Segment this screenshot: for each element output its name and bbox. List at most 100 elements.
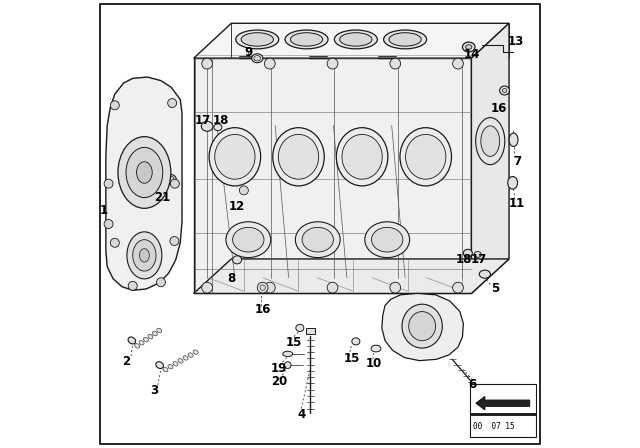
- Ellipse shape: [164, 174, 176, 184]
- Text: 20: 20: [271, 375, 287, 388]
- Ellipse shape: [400, 128, 451, 186]
- Ellipse shape: [233, 228, 264, 252]
- Text: 15: 15: [344, 352, 360, 365]
- Ellipse shape: [188, 353, 193, 357]
- Circle shape: [260, 285, 266, 290]
- Text: 3: 3: [150, 384, 158, 397]
- Text: 00  07 15: 00 07 15: [473, 422, 515, 431]
- Ellipse shape: [352, 338, 360, 345]
- Ellipse shape: [183, 356, 188, 360]
- Ellipse shape: [136, 162, 152, 183]
- Ellipse shape: [201, 121, 213, 131]
- Text: 2: 2: [122, 355, 131, 369]
- Text: 19: 19: [271, 362, 287, 375]
- Text: 17: 17: [471, 253, 487, 267]
- Ellipse shape: [500, 86, 509, 95]
- Ellipse shape: [152, 331, 157, 336]
- Text: 9: 9: [244, 46, 252, 60]
- Ellipse shape: [128, 337, 136, 344]
- Text: 16: 16: [255, 302, 271, 316]
- Ellipse shape: [474, 252, 481, 257]
- Ellipse shape: [337, 128, 388, 186]
- Ellipse shape: [466, 45, 472, 49]
- Circle shape: [327, 282, 338, 293]
- Circle shape: [452, 58, 463, 69]
- Text: 1: 1: [100, 204, 108, 217]
- Ellipse shape: [296, 222, 340, 258]
- Text: 10: 10: [365, 357, 382, 370]
- Polygon shape: [306, 328, 315, 334]
- Ellipse shape: [148, 334, 153, 339]
- Text: 18: 18: [456, 253, 472, 267]
- Ellipse shape: [481, 126, 500, 156]
- Ellipse shape: [371, 345, 381, 352]
- Ellipse shape: [296, 324, 304, 332]
- Text: 17: 17: [195, 114, 211, 128]
- Circle shape: [390, 58, 401, 69]
- Text: 16: 16: [491, 102, 508, 115]
- Ellipse shape: [168, 365, 173, 369]
- Ellipse shape: [334, 30, 378, 49]
- Ellipse shape: [389, 33, 421, 46]
- Ellipse shape: [476, 118, 505, 165]
- Ellipse shape: [342, 134, 382, 179]
- Text: 11: 11: [509, 197, 525, 211]
- Ellipse shape: [291, 33, 323, 46]
- Ellipse shape: [209, 128, 260, 186]
- Ellipse shape: [233, 256, 242, 264]
- Circle shape: [264, 58, 275, 69]
- Ellipse shape: [285, 30, 328, 49]
- Text: 4: 4: [297, 408, 305, 421]
- Circle shape: [110, 238, 119, 247]
- Ellipse shape: [240, 186, 248, 194]
- Text: 15: 15: [286, 336, 302, 349]
- Ellipse shape: [463, 249, 472, 257]
- Ellipse shape: [284, 362, 291, 368]
- Ellipse shape: [254, 56, 260, 61]
- Circle shape: [452, 282, 463, 293]
- Ellipse shape: [463, 42, 475, 52]
- Ellipse shape: [508, 177, 518, 189]
- Ellipse shape: [163, 367, 168, 372]
- Polygon shape: [382, 293, 463, 361]
- Ellipse shape: [226, 222, 271, 258]
- Ellipse shape: [127, 232, 162, 279]
- Ellipse shape: [409, 312, 436, 340]
- Text: 8: 8: [227, 272, 236, 285]
- Text: 13: 13: [508, 34, 524, 48]
- Circle shape: [202, 282, 212, 293]
- Ellipse shape: [509, 133, 518, 146]
- Ellipse shape: [157, 328, 162, 333]
- Polygon shape: [194, 23, 509, 58]
- Ellipse shape: [371, 228, 403, 252]
- Circle shape: [257, 282, 268, 293]
- Text: 14: 14: [464, 48, 481, 61]
- Ellipse shape: [126, 147, 163, 198]
- Circle shape: [170, 179, 179, 188]
- Polygon shape: [194, 58, 472, 293]
- Ellipse shape: [278, 134, 319, 179]
- Ellipse shape: [118, 137, 171, 208]
- Ellipse shape: [406, 134, 446, 179]
- Ellipse shape: [173, 362, 178, 366]
- Ellipse shape: [302, 228, 333, 252]
- Ellipse shape: [139, 340, 144, 345]
- Ellipse shape: [236, 30, 279, 49]
- Polygon shape: [472, 23, 509, 293]
- Text: 18: 18: [212, 114, 228, 128]
- Text: 12: 12: [229, 200, 245, 214]
- Ellipse shape: [502, 89, 507, 93]
- Ellipse shape: [241, 33, 273, 46]
- Ellipse shape: [402, 304, 442, 348]
- Ellipse shape: [166, 176, 174, 182]
- Ellipse shape: [156, 362, 163, 369]
- Polygon shape: [106, 77, 182, 290]
- Circle shape: [327, 58, 338, 69]
- Ellipse shape: [215, 134, 255, 179]
- Ellipse shape: [214, 124, 222, 131]
- Ellipse shape: [140, 249, 149, 262]
- Polygon shape: [194, 259, 509, 293]
- Text: 5: 5: [491, 282, 499, 296]
- Ellipse shape: [132, 240, 156, 271]
- Ellipse shape: [135, 344, 140, 348]
